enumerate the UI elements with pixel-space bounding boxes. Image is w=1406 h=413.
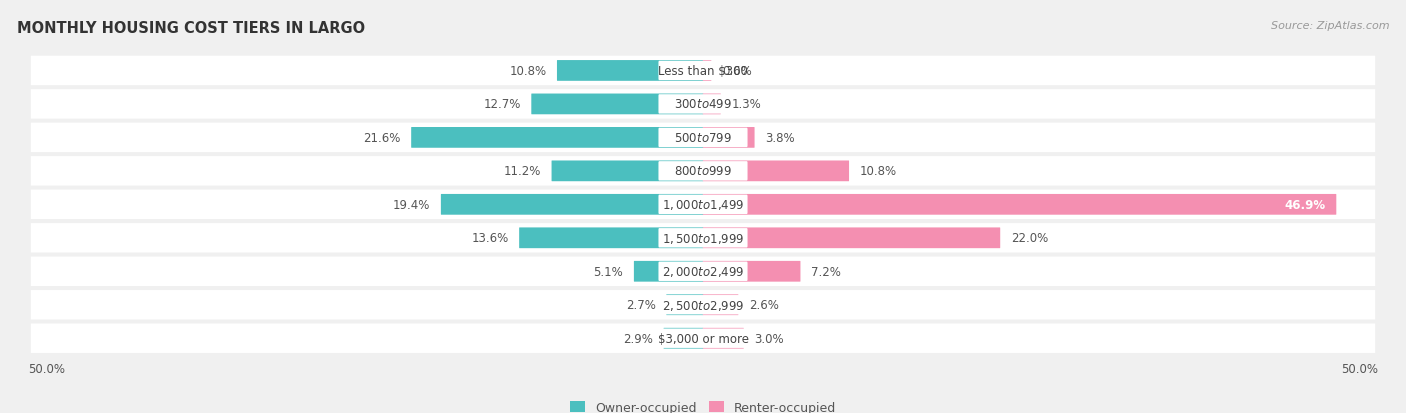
FancyBboxPatch shape	[31, 324, 1375, 353]
Text: 2.9%: 2.9%	[623, 332, 652, 345]
FancyBboxPatch shape	[703, 328, 744, 349]
FancyBboxPatch shape	[658, 295, 748, 315]
FancyBboxPatch shape	[658, 262, 748, 281]
Text: 11.2%: 11.2%	[503, 165, 541, 178]
FancyBboxPatch shape	[703, 61, 711, 82]
Text: $2,500 to $2,999: $2,500 to $2,999	[662, 298, 744, 312]
FancyBboxPatch shape	[666, 294, 703, 316]
FancyBboxPatch shape	[703, 128, 755, 148]
FancyBboxPatch shape	[658, 228, 748, 248]
Text: $800 to $999: $800 to $999	[673, 165, 733, 178]
FancyBboxPatch shape	[703, 94, 721, 115]
Text: 3.0%: 3.0%	[754, 332, 785, 345]
FancyBboxPatch shape	[658, 162, 748, 181]
Text: 3.8%: 3.8%	[765, 132, 794, 145]
Text: MONTHLY HOUSING COST TIERS IN LARGO: MONTHLY HOUSING COST TIERS IN LARGO	[17, 21, 366, 36]
FancyBboxPatch shape	[31, 123, 1375, 153]
FancyBboxPatch shape	[703, 294, 738, 316]
Text: 1.3%: 1.3%	[731, 98, 761, 111]
Text: 19.4%: 19.4%	[392, 198, 430, 211]
FancyBboxPatch shape	[658, 195, 748, 214]
Text: 0.6%: 0.6%	[721, 65, 752, 78]
FancyBboxPatch shape	[703, 261, 800, 282]
Text: 2.7%: 2.7%	[626, 299, 655, 311]
Text: 21.6%: 21.6%	[363, 132, 401, 145]
FancyBboxPatch shape	[531, 94, 703, 115]
FancyBboxPatch shape	[658, 329, 748, 348]
FancyBboxPatch shape	[703, 195, 1336, 215]
Text: 5.1%: 5.1%	[593, 265, 623, 278]
FancyBboxPatch shape	[551, 161, 703, 182]
Text: 2.6%: 2.6%	[749, 299, 779, 311]
Legend: Owner-occupied, Renter-occupied: Owner-occupied, Renter-occupied	[569, 401, 837, 413]
FancyBboxPatch shape	[31, 57, 1375, 86]
FancyBboxPatch shape	[519, 228, 703, 249]
Text: $500 to $799: $500 to $799	[673, 132, 733, 145]
FancyBboxPatch shape	[634, 261, 703, 282]
FancyBboxPatch shape	[31, 290, 1375, 320]
Text: $300 to $499: $300 to $499	[673, 98, 733, 111]
Text: 22.0%: 22.0%	[1011, 232, 1047, 245]
Text: 46.9%: 46.9%	[1284, 198, 1326, 211]
FancyBboxPatch shape	[31, 190, 1375, 220]
Text: 10.8%: 10.8%	[859, 165, 897, 178]
Text: $2,000 to $2,499: $2,000 to $2,499	[662, 265, 744, 279]
Text: 50.0%: 50.0%	[1341, 362, 1378, 375]
Text: Source: ZipAtlas.com: Source: ZipAtlas.com	[1271, 21, 1389, 31]
FancyBboxPatch shape	[411, 128, 703, 148]
FancyBboxPatch shape	[441, 195, 703, 215]
FancyBboxPatch shape	[703, 228, 1000, 249]
FancyBboxPatch shape	[658, 95, 748, 114]
Text: $3,000 or more: $3,000 or more	[658, 332, 748, 345]
FancyBboxPatch shape	[664, 328, 703, 349]
Text: $1,500 to $1,999: $1,500 to $1,999	[662, 231, 744, 245]
FancyBboxPatch shape	[31, 223, 1375, 253]
FancyBboxPatch shape	[31, 157, 1375, 186]
Text: 50.0%: 50.0%	[28, 362, 65, 375]
Text: 13.6%: 13.6%	[471, 232, 509, 245]
FancyBboxPatch shape	[31, 257, 1375, 286]
FancyBboxPatch shape	[658, 62, 748, 81]
Text: 10.8%: 10.8%	[509, 65, 547, 78]
Text: 12.7%: 12.7%	[484, 98, 520, 111]
Text: Less than $300: Less than $300	[658, 65, 748, 78]
Text: 7.2%: 7.2%	[811, 265, 841, 278]
FancyBboxPatch shape	[557, 61, 703, 82]
Text: $1,000 to $1,499: $1,000 to $1,499	[662, 198, 744, 212]
FancyBboxPatch shape	[703, 161, 849, 182]
FancyBboxPatch shape	[658, 128, 748, 148]
FancyBboxPatch shape	[31, 90, 1375, 119]
